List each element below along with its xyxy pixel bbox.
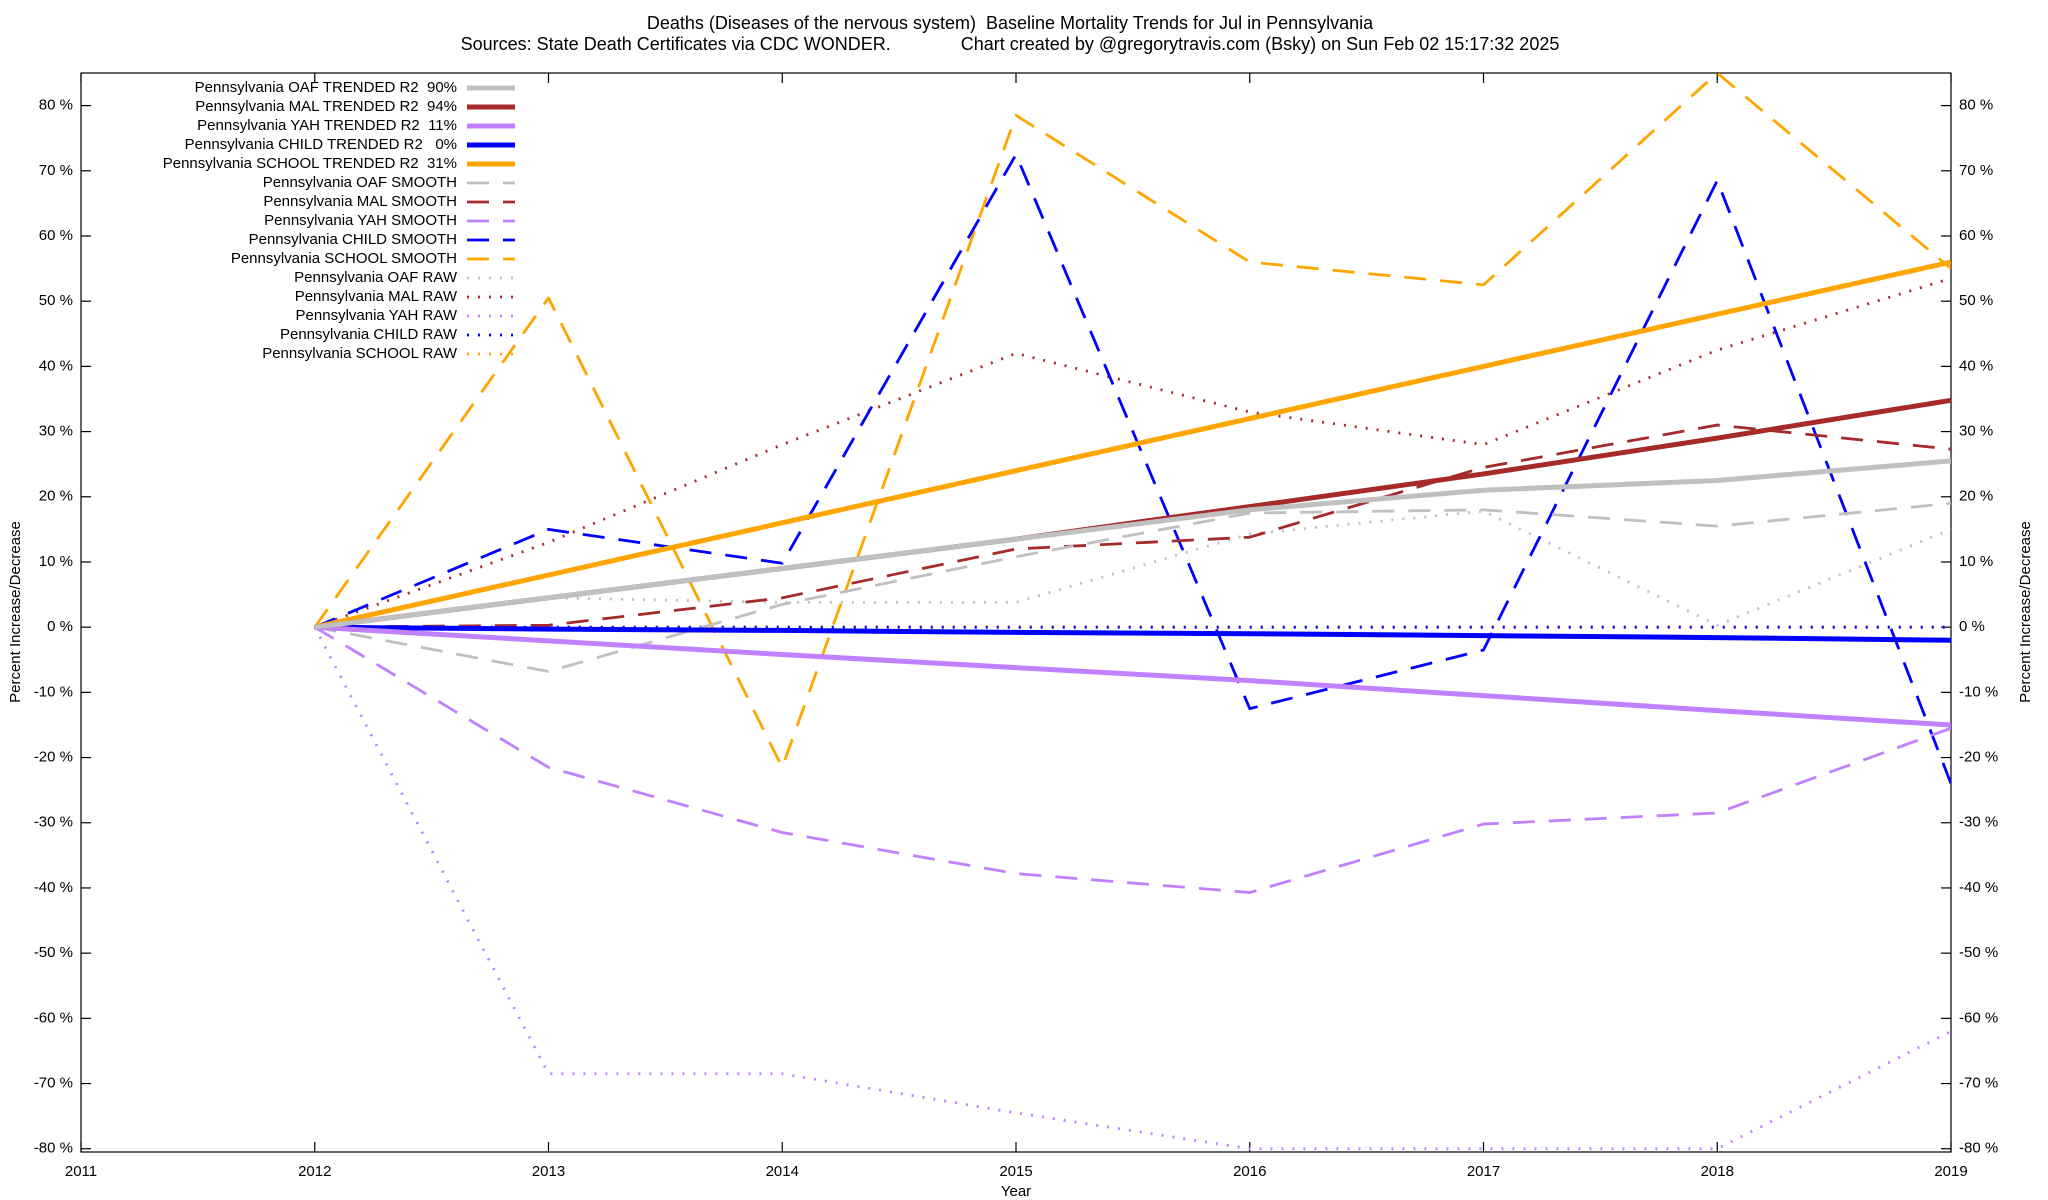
- legend-label: Pennsylvania OAF RAW: [294, 269, 458, 286]
- y-tick-label: -60 %: [34, 1009, 73, 1026]
- x-axis-label: Year: [1001, 1183, 1031, 1200]
- series-line: [314, 624, 1951, 728]
- y-tick-label: 70 %: [39, 162, 73, 179]
- y-tick-label: -20 %: [34, 749, 73, 766]
- legend-label: Pennsylvania CHILD TRENDED R2 0%: [185, 136, 457, 153]
- y2-tick-label: 10 %: [1959, 553, 1993, 570]
- series-line: [314, 624, 1951, 643]
- x-tick-label: 2011: [65, 1163, 97, 1180]
- series-line: [314, 509, 1951, 629]
- y2-tick-label: -80 %: [1959, 1140, 1998, 1157]
- y2-tick-label: 50 %: [1959, 292, 1993, 309]
- legend-label: Pennsylvania YAH SMOOTH: [264, 212, 457, 229]
- y2-tick-label: -40 %: [1959, 879, 1998, 896]
- y2-tick-label: -30 %: [1959, 814, 1998, 831]
- y2-tick-label: -70 %: [1959, 1075, 1998, 1092]
- x-tick-label: 2014: [766, 1163, 799, 1180]
- y2-tick-label: 40 %: [1959, 357, 1993, 374]
- y-tick-label: 30 %: [39, 423, 73, 440]
- y2-tick-label: 0 %: [1959, 618, 1985, 635]
- y-tick-label: -10 %: [34, 683, 73, 700]
- y-tick-label: -50 %: [34, 944, 73, 961]
- plot-area: [313, 73, 1951, 1151]
- series-line: [313, 73, 1951, 769]
- y2-tick-label: 20 %: [1959, 488, 1993, 505]
- legend-label: Pennsylvania CHILD RAW: [280, 326, 458, 343]
- y-tick-label: 80 %: [39, 97, 73, 114]
- y2-tick-label: 70 %: [1959, 162, 1993, 179]
- y-tick-label: 10 %: [39, 553, 73, 570]
- x-tick-label: 2013: [532, 1163, 565, 1180]
- legend-label: Pennsylvania YAH TRENDED R2 11%: [197, 117, 457, 134]
- x-tick-label: 2015: [999, 1163, 1032, 1180]
- series-line: [314, 259, 1951, 630]
- chart-title: Deaths (Diseases of the nervous system) …: [647, 13, 1374, 33]
- legend-label: Pennsylvania OAF TRENDED R2 90%: [195, 79, 457, 96]
- legend-label: Pennsylvania MAL TRENDED R2 94%: [195, 98, 457, 115]
- legend-label: Pennsylvania SCHOOL SMOOTH: [231, 250, 457, 267]
- legend-label: Pennsylvania CHILD SMOOTH: [249, 231, 457, 248]
- series-line: [314, 423, 1951, 629]
- y-tick-label: -80 %: [34, 1140, 73, 1157]
- y2-tick-label: 80 %: [1959, 97, 1993, 114]
- chart-subtitle: Sources: State Death Certificates via CD…: [461, 34, 1560, 54]
- y-tick-label: -70 %: [34, 1075, 73, 1092]
- series-line: [314, 153, 1951, 785]
- x-tick-label: 2018: [1701, 1163, 1734, 1180]
- y-axis-label: Percent Increase/Decrease: [7, 521, 24, 703]
- y-tick-label: 20 %: [39, 488, 73, 505]
- series-line: [314, 458, 1951, 630]
- legend-label: Pennsylvania MAL RAW: [295, 288, 458, 305]
- y-tick-label: 50 %: [39, 292, 73, 309]
- x-tick-label: 2019: [1934, 1163, 1967, 1180]
- y2-tick-label: -10 %: [1959, 683, 1998, 700]
- y2-tick-label: 30 %: [1959, 423, 1993, 440]
- y2-tick-label: -50 %: [1959, 944, 1998, 961]
- y2-tick-label: -20 %: [1959, 749, 1998, 766]
- y-tick-label: 40 %: [39, 357, 73, 374]
- series-line: [313, 626, 1951, 1151]
- x-tick-label: 2017: [1467, 1163, 1500, 1180]
- y2-axis-label: Percent Increase/Decrease: [2017, 521, 2034, 703]
- legend-label: Pennsylvania OAF SMOOTH: [263, 174, 457, 191]
- y-tick-label: 0 %: [47, 618, 73, 635]
- x-tick-label: 2012: [298, 1163, 331, 1180]
- legend-label: Pennsylvania SCHOOL RAW: [262, 345, 458, 362]
- series-line: [314, 501, 1951, 673]
- y2-tick-label: 60 %: [1959, 227, 1993, 244]
- y2-tick-label: -60 %: [1959, 1009, 1998, 1026]
- legend-label: Pennsylvania YAH RAW: [296, 307, 458, 324]
- y-tick-label: -40 %: [34, 879, 73, 896]
- legend-label: Pennsylvania SCHOOL TRENDED R2 31%: [163, 155, 457, 172]
- y-tick-label: -30 %: [34, 814, 73, 831]
- legend-label: Pennsylvania MAL SMOOTH: [263, 193, 457, 210]
- y-tick-label: 60 %: [39, 227, 73, 244]
- series-line: [314, 625, 1951, 894]
- x-tick-label: 2016: [1233, 1163, 1266, 1180]
